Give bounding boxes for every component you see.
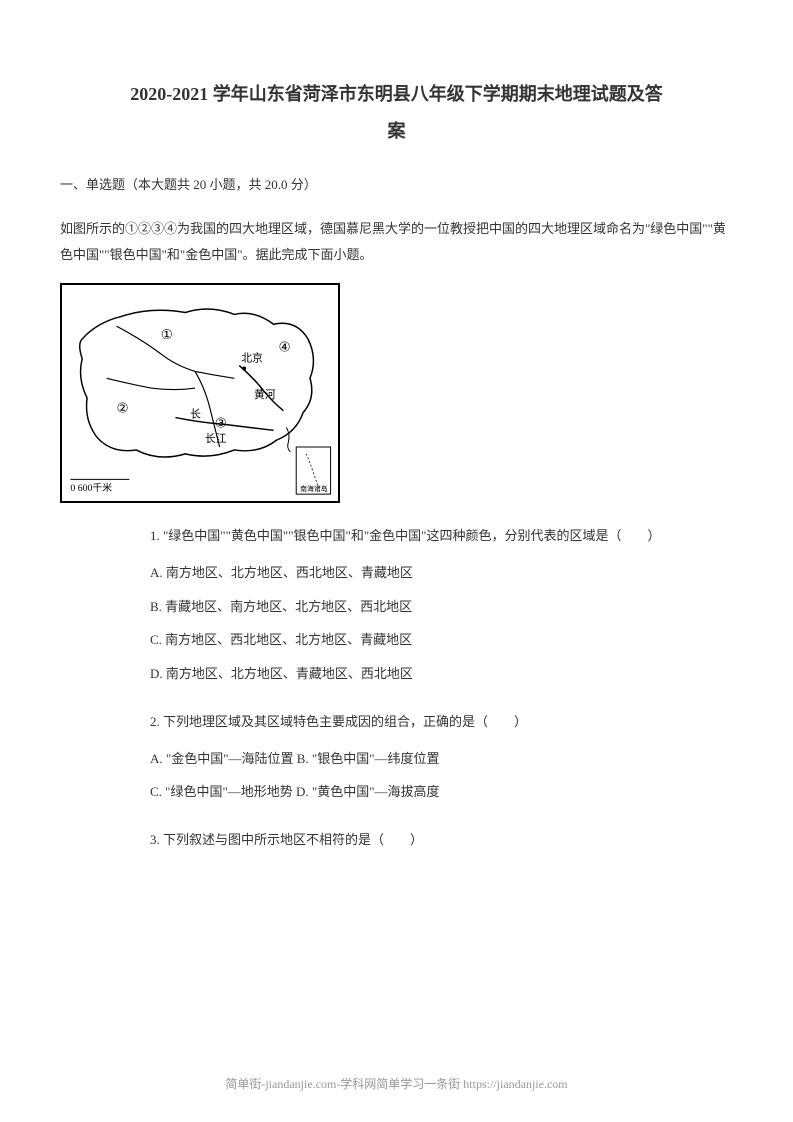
question-3-stem: 下列叙述与图中所示地区不相符的是（ ） bbox=[163, 832, 423, 847]
beijing-label: 北京 bbox=[241, 351, 263, 365]
page-footer: 简单街-jiandanjie.com-学科网简单学习一条街 https://ji… bbox=[0, 1075, 793, 1092]
question-2: 2. 下列地理区域及其区域特色主要成因的组合，正确的是（ ） A. "金色中国"… bbox=[150, 709, 733, 807]
yellow-river-label: 黄河 bbox=[254, 387, 276, 401]
question-1-text: 1. "绿色中国""黄色中国""银色中国"和"金色中国"这四种颜色，分别代表的区… bbox=[150, 523, 733, 549]
page-title-line1: 2020-2021 学年山东省菏泽市东明县八年级下学期期末地理试题及答 bbox=[60, 80, 733, 109]
question-3-number: 3. bbox=[150, 832, 160, 847]
taiwan-outline bbox=[286, 428, 290, 453]
question-2-stem: 下列地理区域及其区域特色主要成因的组合，正确的是（ ） bbox=[163, 714, 527, 729]
question-1-option-c: C. 南方地区、西北地区、北方地区、青藏地区 bbox=[150, 626, 733, 655]
boundary-1 bbox=[117, 326, 235, 378]
scale-label: 0 600千米 bbox=[70, 481, 112, 494]
question-2-options-row1: A. "金色中国"—海陆位置 B. "银色中国"—纬度位置 bbox=[150, 745, 733, 774]
question-1-option-d: D. 南方地区、北方地区、青藏地区、西北地区 bbox=[150, 660, 733, 689]
context-paragraph: 如图所示的①②③④为我国的四大地理区域，德国慕尼黑大学的一位教授把中国的四大地理… bbox=[60, 216, 733, 268]
question-2-number: 2. bbox=[150, 714, 160, 729]
region-3-label: ③ bbox=[215, 416, 227, 431]
china-map-figure: ① ② ③ ④ 北京 黄河 长江 长 0 600千米 南海诸岛 bbox=[60, 283, 340, 503]
china-outline bbox=[80, 309, 314, 457]
question-3: 3. 下列叙述与图中所示地区不相符的是（ ） bbox=[150, 827, 733, 853]
page-title-line2: 案 bbox=[60, 117, 733, 143]
question-1-stem: "绿色中国""黄色中国""银色中国"和"金色中国"这四种颜色，分别代表的区域是（… bbox=[163, 528, 660, 543]
question-2-text: 2. 下列地理区域及其区域特色主要成因的组合，正确的是（ ） bbox=[150, 709, 733, 735]
island-label: 南海诸岛 bbox=[300, 484, 328, 493]
question-3-text: 3. 下列叙述与图中所示地区不相符的是（ ） bbox=[150, 827, 733, 853]
chang-label: 长 bbox=[190, 408, 201, 421]
region-2-label: ② bbox=[117, 401, 129, 416]
map-svg: ① ② ③ ④ 北京 黄河 长江 长 0 600千米 南海诸岛 bbox=[62, 285, 338, 501]
section-header: 一、单选题（本大题共 20 小题，共 20.0 分） bbox=[60, 173, 733, 196]
yangtze-label: 长江 bbox=[205, 432, 227, 445]
question-1-option-a: A. 南方地区、北方地区、西北地区、青藏地区 bbox=[150, 559, 733, 588]
question-1-option-b: B. 青藏地区、南方地区、北方地区、西北地区 bbox=[150, 593, 733, 622]
question-1: 1. "绿色中国""黄色中国""银色中国"和"金色中国"这四种颜色，分别代表的区… bbox=[150, 523, 733, 688]
question-1-number: 1. bbox=[150, 528, 160, 543]
boundary-3 bbox=[107, 378, 195, 389]
island-dots bbox=[306, 454, 318, 486]
beijing-marker bbox=[242, 367, 246, 371]
question-2-options-row2: C. "绿色中国"—地形地势 D. "黄色中国"—海拔高度 bbox=[150, 778, 733, 807]
region-4-label: ④ bbox=[279, 340, 291, 355]
region-1-label: ① bbox=[161, 327, 173, 342]
